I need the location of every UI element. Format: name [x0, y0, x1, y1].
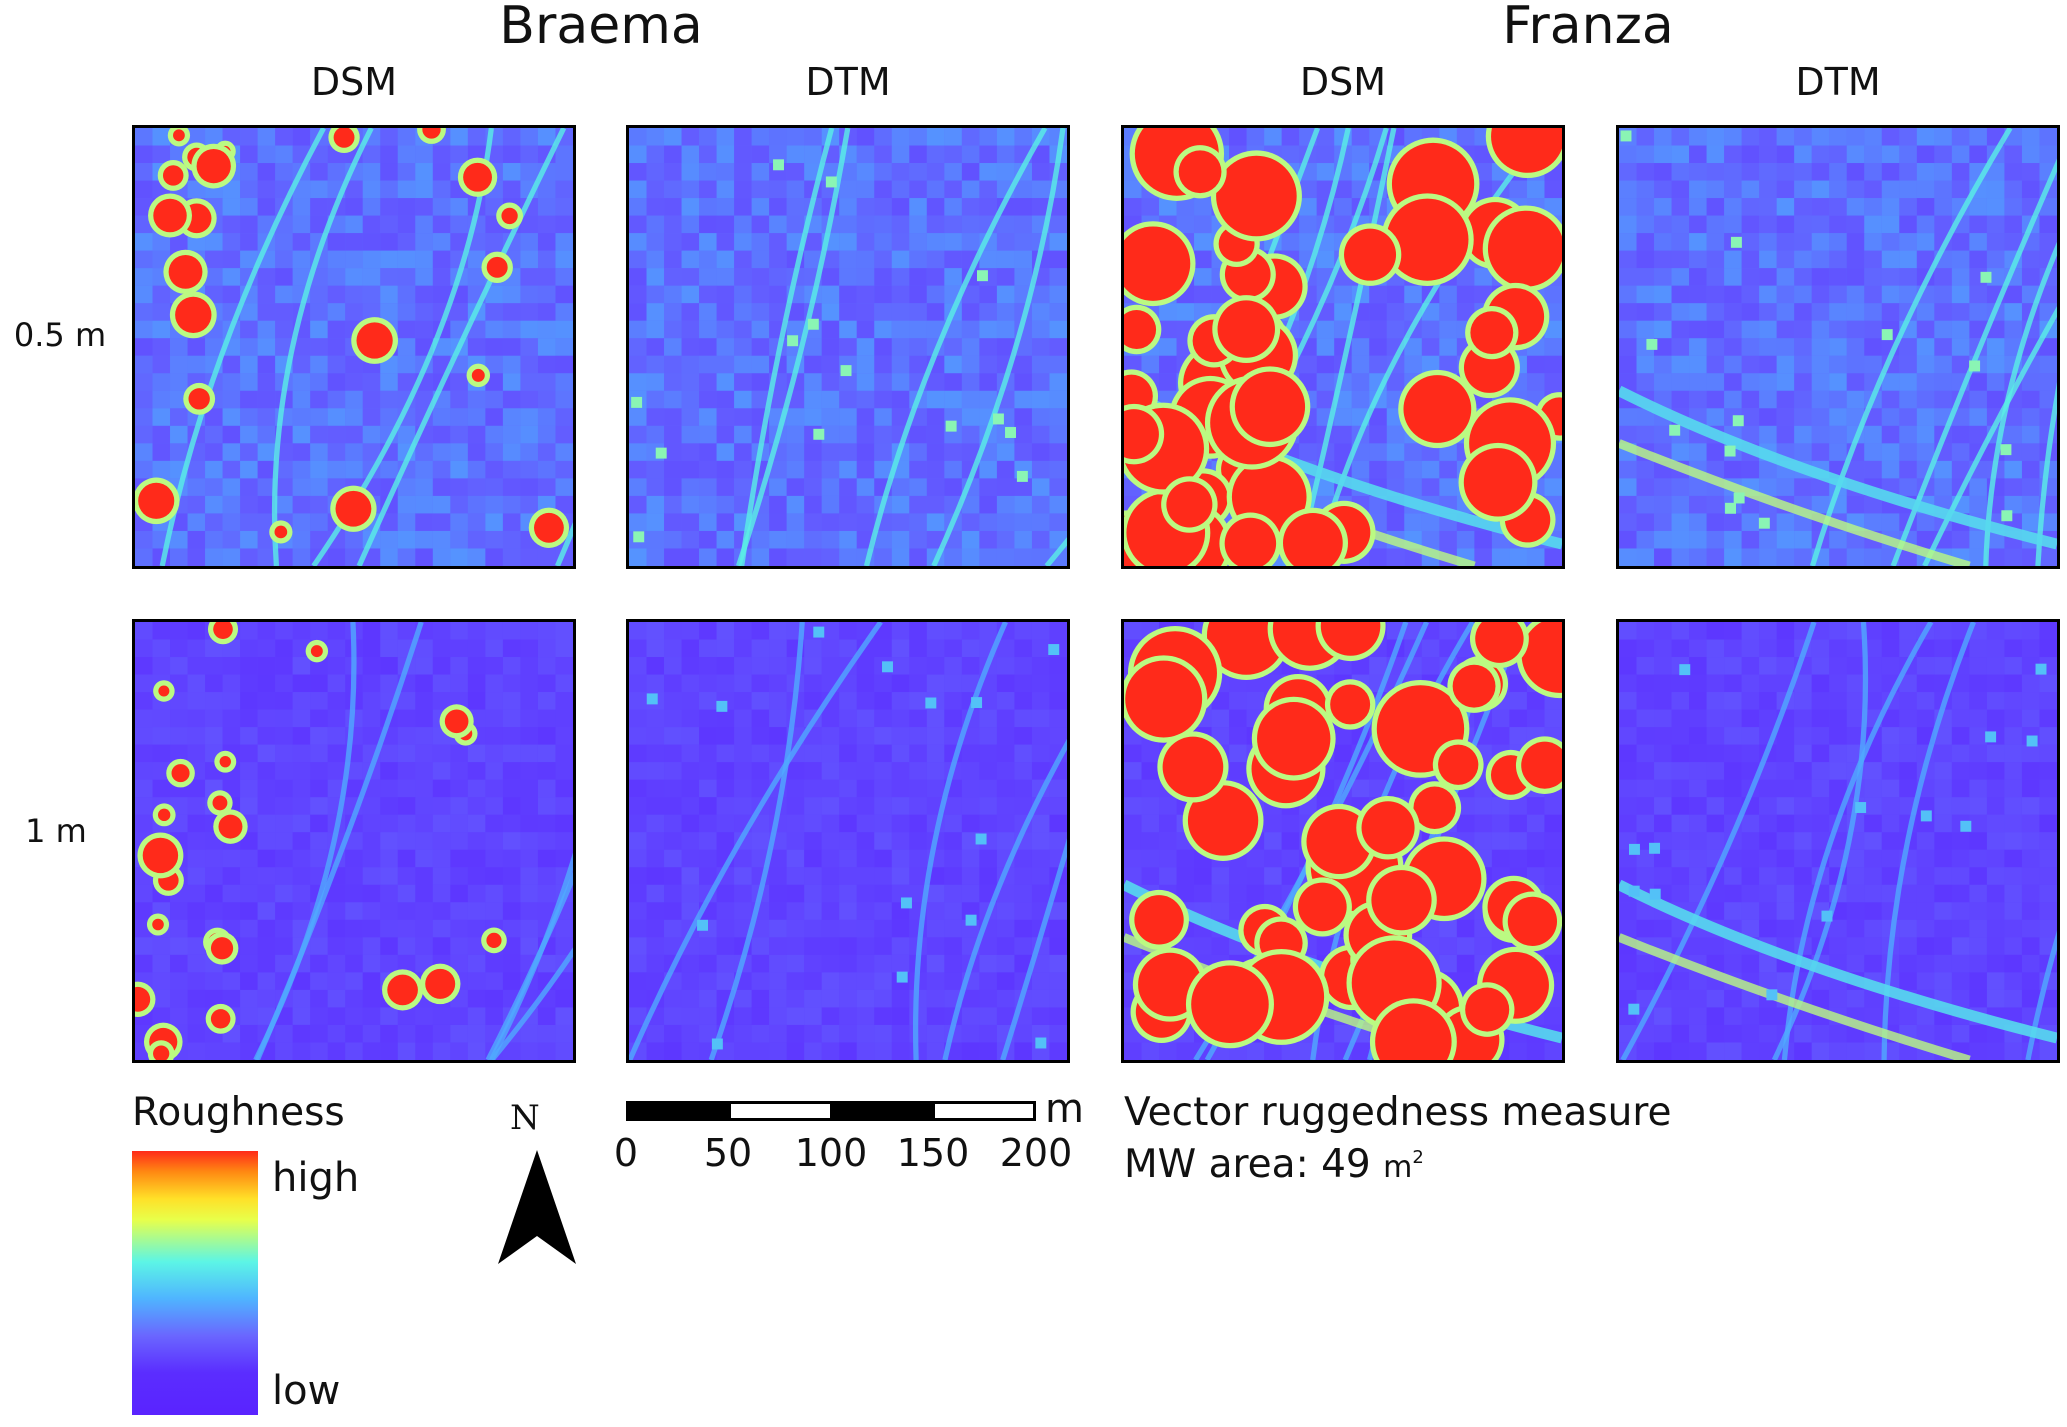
- scale-tick-100: 100: [794, 1131, 868, 1175]
- row-label-0-5m: 0.5 m: [13, 316, 107, 354]
- legend-low-label: low: [272, 1368, 341, 1414]
- column-label-braema-dsm: DSM: [310, 60, 398, 104]
- north-arrow-icon: [498, 1150, 576, 1264]
- legend-color-ramp: [132, 1151, 258, 1415]
- mw-area-unit: m: [1383, 1150, 1413, 1185]
- method-label: Vector ruggedness measure: [1124, 1090, 1672, 1135]
- scale-tick-50: 50: [703, 1131, 753, 1175]
- map-panel-franza-dsm-1m: [1121, 619, 1565, 1063]
- map-panel-franza-dtm-0-5m: [1616, 125, 2060, 569]
- column-label-braema-dtm: DTM: [805, 60, 891, 104]
- scale-bar: [626, 1101, 1036, 1121]
- map-panel-braema-dtm-1m: [626, 619, 1070, 1063]
- mw-area-exponent: 2: [1412, 1147, 1424, 1168]
- mw-area-label: MW area: 49 m2: [1124, 1142, 1424, 1187]
- row-label-1m: 1 m: [25, 812, 87, 850]
- scale-unit: m: [1045, 1086, 1084, 1132]
- legend-high-label: high: [272, 1155, 360, 1201]
- column-label-franza-dtm: DTM: [1795, 60, 1881, 104]
- map-panel-franza-dsm-0-5m: [1121, 125, 1565, 569]
- map-panel-braema-dsm-1m: [132, 619, 576, 1063]
- north-arrow-label: N: [510, 1098, 540, 1138]
- column-label-franza-dsm: DSM: [1299, 60, 1387, 104]
- scale-tick-150: 150: [896, 1131, 970, 1175]
- map-panel-braema-dtm-0-5m: [626, 125, 1070, 569]
- site-title-braema: Braema: [499, 0, 703, 56]
- legend-title: Roughness: [132, 1090, 345, 1135]
- site-title-franza: Franza: [1502, 0, 1674, 56]
- scale-tick-0: 0: [613, 1131, 639, 1175]
- mw-area-value: MW area: 49: [1124, 1142, 1371, 1187]
- map-panel-franza-dtm-1m: [1616, 619, 2060, 1063]
- scale-tick-200: 200: [999, 1131, 1073, 1175]
- map-panel-braema-dsm-0-5m: [132, 125, 576, 569]
